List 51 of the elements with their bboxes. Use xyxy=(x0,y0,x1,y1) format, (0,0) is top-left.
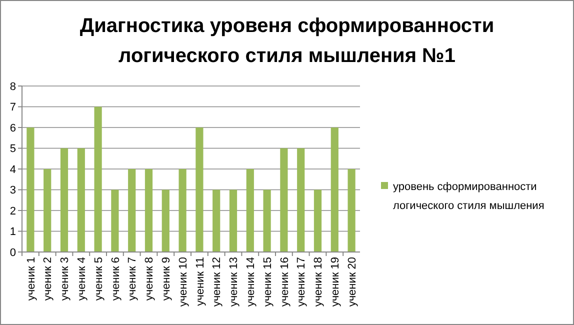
x-tick-label: ученик 16 xyxy=(278,257,291,307)
x-tick-label: ученик 3 xyxy=(59,257,72,301)
y-tick-label: 1 xyxy=(10,226,16,238)
bar xyxy=(162,190,170,252)
bar xyxy=(60,148,68,252)
bar xyxy=(44,169,52,252)
legend-label: уровень сформированности логического стиля мышления xyxy=(393,181,544,212)
bar xyxy=(178,169,186,252)
bar xyxy=(229,190,238,252)
x-tick-label: ученик 1 xyxy=(25,257,38,301)
bar xyxy=(348,169,356,252)
x-tick-label: ученик 10 xyxy=(177,257,190,307)
bar xyxy=(144,169,153,252)
y-tick-label: 0 xyxy=(10,246,16,259)
x-tick-label: ученик 7 xyxy=(126,257,139,301)
bar xyxy=(196,128,204,252)
bar xyxy=(297,148,305,252)
bar xyxy=(263,190,271,252)
bar xyxy=(128,169,136,252)
y-tick-label: 2 xyxy=(10,205,16,218)
y-tick-label: 8 xyxy=(10,80,16,93)
bar xyxy=(94,106,102,252)
x-tick-label: ученик 6 xyxy=(110,257,122,301)
bar xyxy=(330,128,338,252)
bar xyxy=(77,148,85,252)
chart-title: Диагностика уровеня сформированности логического стиля мышления №1 xyxy=(80,15,494,67)
bar xyxy=(111,190,119,252)
y-tick-label: 5 xyxy=(10,143,16,156)
x-tick-label: ученик 17 xyxy=(296,257,308,307)
x-tick-label: ученик 8 xyxy=(144,257,156,301)
bar xyxy=(280,148,288,252)
x-tick-label: ученик 9 xyxy=(160,257,172,301)
x-tick-label: ученик 20 xyxy=(346,257,358,307)
y-tick-label: 4 xyxy=(10,164,16,176)
x-tick-label: ученик 19 xyxy=(330,257,342,307)
bar xyxy=(314,190,322,252)
x-tick-label: ученик 12 xyxy=(211,257,224,307)
bar xyxy=(212,190,220,252)
bar xyxy=(246,169,254,252)
y-tick-label: 6 xyxy=(10,122,16,134)
x-tick-label: ученик 2 xyxy=(42,257,54,301)
x-tick-label: ученик 14 xyxy=(245,257,257,307)
bar xyxy=(26,128,34,252)
y-tick-label: 7 xyxy=(10,102,16,114)
x-tick-label: ученик 13 xyxy=(228,257,240,307)
x-tick-label: ученик 5 xyxy=(92,257,105,301)
y-tick-label: 3 xyxy=(10,184,16,197)
x-tick-label: ученик 18 xyxy=(312,257,325,307)
x-tick-label: ученик 15 xyxy=(262,257,274,307)
x-tick-label: ученик 11 xyxy=(194,257,206,306)
x-tick-label: ученик 4 xyxy=(76,257,88,301)
